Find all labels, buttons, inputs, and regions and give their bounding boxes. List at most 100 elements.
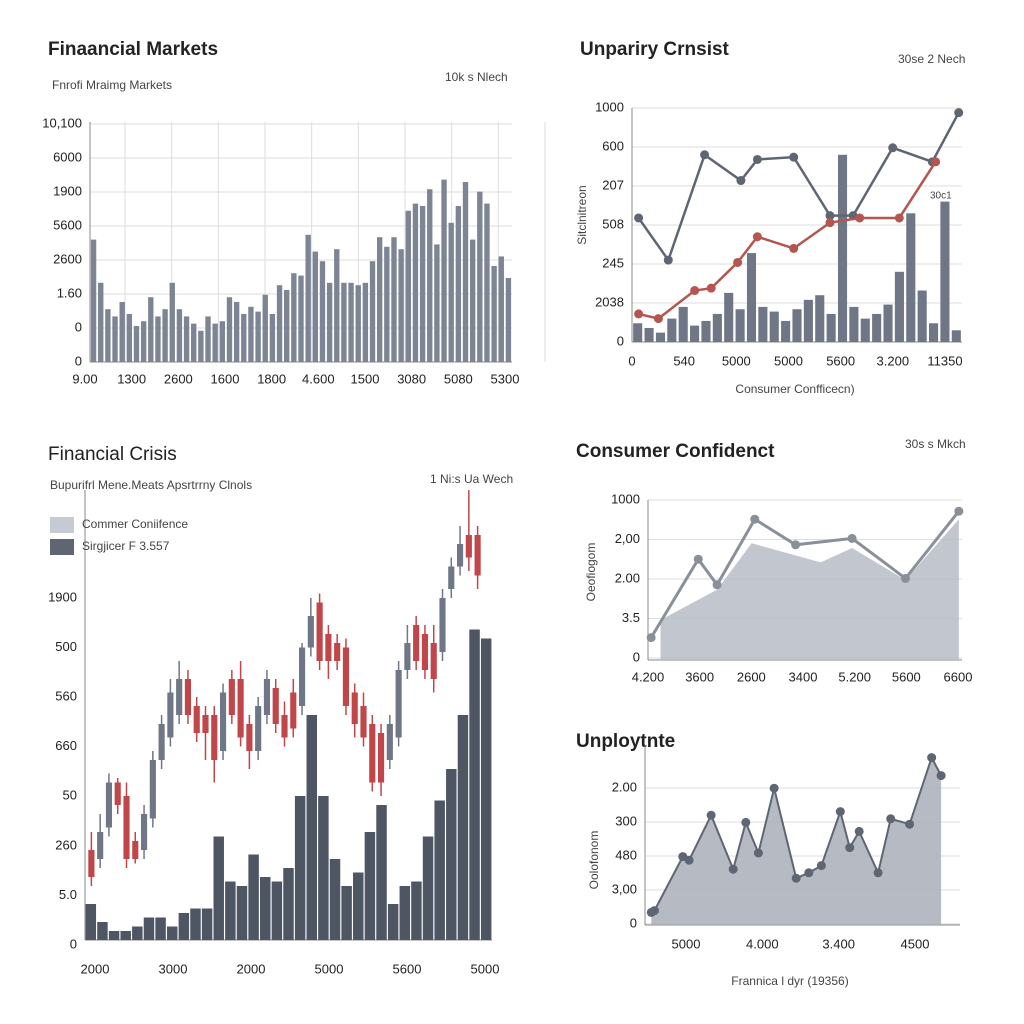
point: [905, 819, 915, 829]
bar: [469, 239, 476, 362]
bar: [191, 323, 197, 362]
bar: [633, 323, 643, 342]
candle-body: [237, 679, 244, 738]
candle-body: [290, 692, 297, 729]
candle-body: [342, 647, 350, 706]
point: [634, 213, 644, 223]
bar: [120, 931, 131, 940]
bar: [894, 271, 904, 342]
bar: [233, 302, 240, 362]
bar: [312, 251, 318, 362]
bar: [126, 314, 133, 362]
x-tick-label: 2000: [81, 961, 110, 976]
bar: [712, 313, 722, 342]
x-tick-label: 4.200: [632, 669, 665, 684]
bar: [758, 306, 768, 342]
x-tick-label: 3600: [685, 669, 714, 684]
bar: [213, 836, 224, 940]
point: [954, 108, 964, 118]
x-tick-label: 4.000: [746, 936, 779, 951]
y-tick-label: 1.60: [57, 285, 82, 300]
candle-body: [316, 602, 323, 661]
x-tick-label: 2600: [737, 669, 766, 684]
bar: [334, 249, 340, 362]
point: [700, 150, 710, 160]
candle-body: [211, 715, 218, 760]
bar: [405, 210, 411, 362]
candle-body: [202, 715, 209, 733]
x-tick-label: 2600: [164, 371, 193, 386]
chart-title: Unpariry Crnsist: [580, 39, 730, 60]
y-tick-label: 207: [602, 177, 624, 192]
bar: [198, 330, 204, 362]
point: [736, 176, 746, 186]
chart-note: 1 Ni:s Ua Wech: [430, 472, 513, 486]
bar: [792, 309, 802, 342]
bar: [248, 854, 259, 940]
y-tick-label: 1900: [48, 589, 77, 604]
point: [936, 771, 946, 781]
bar: [434, 244, 440, 362]
y-tick-label: 6000: [53, 149, 82, 164]
point: [741, 817, 751, 827]
bar: [480, 638, 492, 940]
x-tick-label: 5.200: [838, 669, 871, 684]
x-tick-label: 5300: [491, 371, 520, 386]
point: [706, 283, 716, 293]
point: [653, 314, 663, 324]
bar: [269, 314, 276, 362]
candle-body: [97, 832, 104, 859]
bar: [872, 313, 882, 342]
x-tick-label: 5600: [826, 353, 855, 368]
chart-note: 30s s Mkch: [905, 437, 966, 451]
y-tick-label: 2038: [595, 294, 624, 309]
candle-body: [413, 625, 420, 661]
bar: [446, 769, 457, 940]
candle-body: [448, 566, 455, 589]
y-tick-label: 1000: [595, 99, 624, 114]
bar: [205, 316, 211, 362]
bar: [294, 796, 306, 940]
x-tick-label: 5000: [315, 961, 344, 976]
point: [684, 855, 694, 865]
x-tick-label: 9.00: [72, 371, 97, 386]
candle-body: [474, 535, 481, 576]
bar: [815, 295, 825, 342]
point: [634, 309, 644, 319]
y-tick-label: 3.5: [622, 610, 640, 625]
bar: [105, 309, 111, 362]
bar: [724, 292, 734, 342]
bar: [803, 299, 813, 342]
point: [835, 807, 845, 817]
bar: [140, 321, 147, 362]
annotation: 30c1: [930, 191, 952, 202]
bar: [644, 327, 654, 342]
bar: [241, 314, 247, 362]
bar: [940, 201, 950, 342]
candle-body: [351, 692, 358, 724]
legend-label: Commer Coniifence: [82, 517, 188, 531]
chart-subtitle: Bupurifrl Mene.Meats Apsrtrrny Clnols: [50, 478, 252, 492]
point: [888, 143, 898, 153]
bar: [219, 321, 226, 362]
bar: [655, 332, 665, 342]
candle-body: [255, 706, 262, 751]
bar: [837, 154, 848, 342]
bar: [176, 309, 183, 362]
y-tick-label: 660: [55, 738, 77, 753]
candle-body: [193, 706, 200, 733]
candle-body: [263, 679, 271, 715]
y-tick-label: 260: [55, 837, 77, 852]
candle-body: [184, 679, 192, 715]
bar: [132, 926, 143, 940]
bar: [112, 316, 118, 362]
point: [927, 753, 937, 763]
x-tick-label: 0: [628, 353, 635, 368]
bar: [108, 931, 120, 940]
y-tick-label: 480: [615, 847, 637, 862]
point: [728, 864, 738, 874]
bar: [329, 859, 341, 940]
y-tick-label: 5.0: [59, 887, 77, 902]
bar: [411, 881, 422, 940]
